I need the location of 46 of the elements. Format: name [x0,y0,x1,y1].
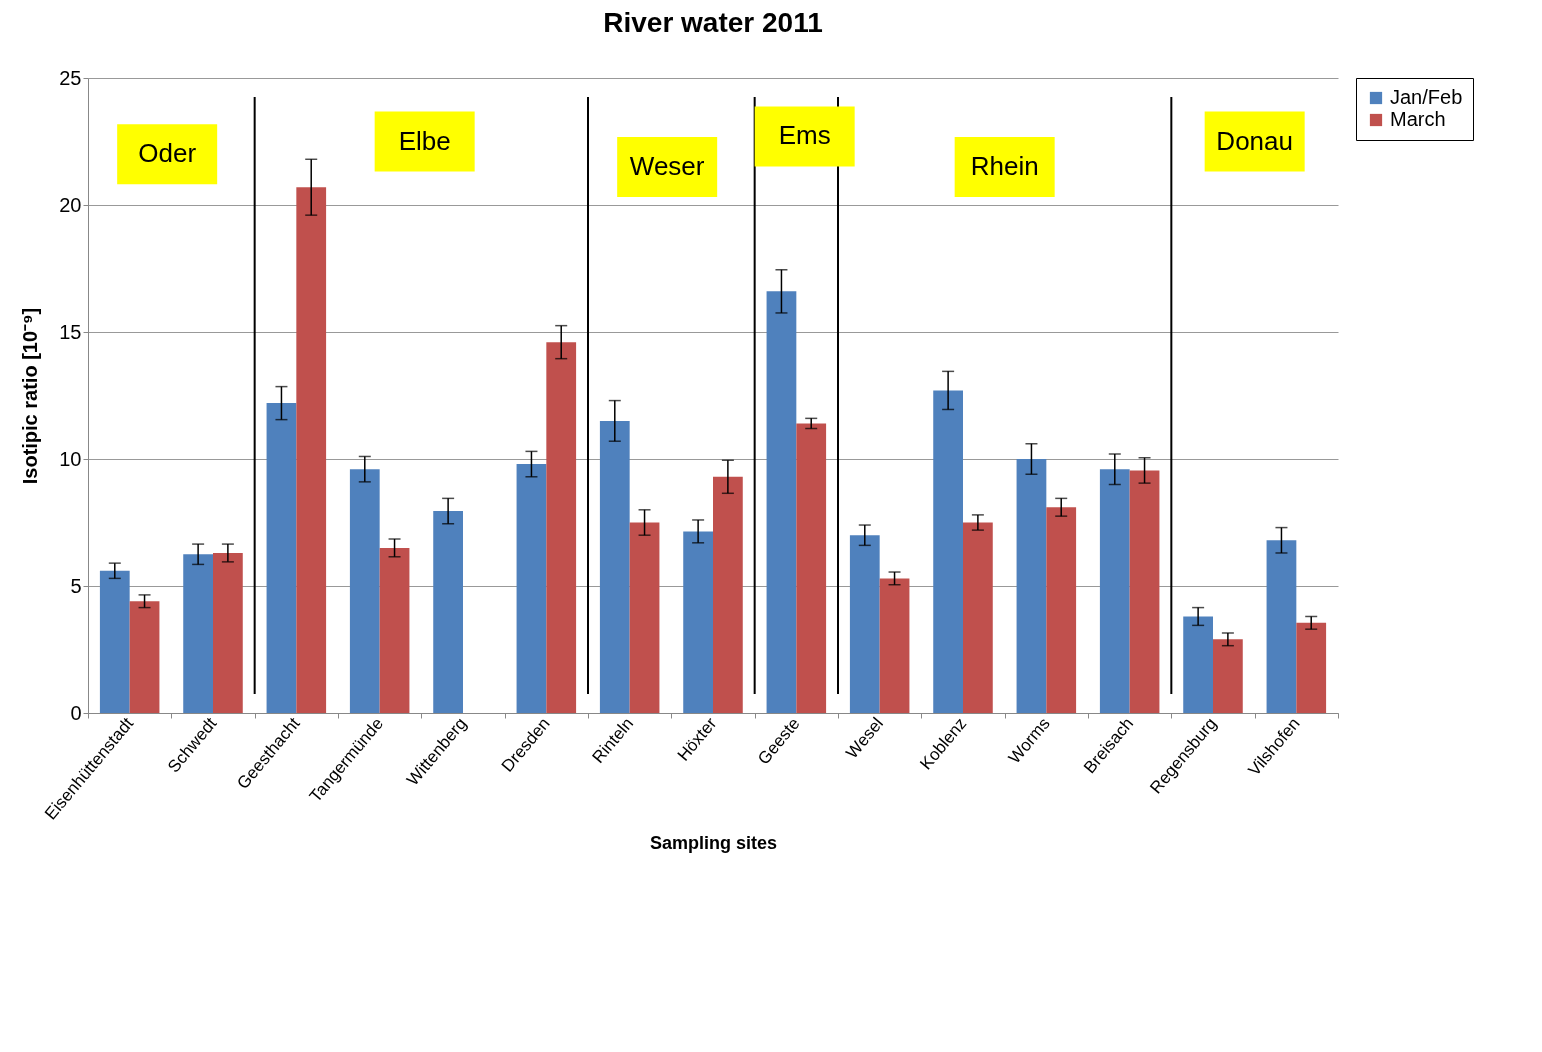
bar [879,578,910,713]
bar [546,342,577,713]
y-axis-title: Isotipic ratio [10⁻⁹] [19,307,42,485]
annotation: Ems [778,120,831,151]
y-tick-label: 20 [59,193,82,216]
bar [713,476,743,713]
bar [933,390,963,713]
annotation: Oder [138,138,197,169]
annotation: Donau [1216,125,1293,156]
bar [683,531,713,713]
bar [1129,470,1160,713]
bar [433,511,463,713]
bar [629,522,660,713]
bar [1296,622,1327,713]
y-tick-label: 0 [70,701,82,724]
legend-label: March [1390,108,1446,130]
annotation: Weser [629,150,705,181]
bar [1099,469,1130,713]
y-tick-label: 25 [59,66,82,89]
y-tick-label: 10 [59,447,82,470]
bar [183,554,213,713]
bar [129,601,160,713]
bar [1016,459,1047,713]
bar [1183,616,1213,713]
bar [796,423,827,713]
bar [379,547,410,713]
annotation: Elbe [398,125,451,156]
bar [599,420,630,713]
bar [99,570,130,713]
bar [349,469,380,713]
bar [963,522,993,713]
x-axis-title: Sampling sites [649,832,778,853]
bar [296,187,327,713]
legend-label: Jan/Feb [1390,86,1463,108]
bar [1266,540,1297,713]
bar [516,464,547,713]
bar [266,403,297,713]
bar [1213,639,1243,713]
bar [766,291,797,713]
bar [1046,507,1077,713]
y-tick-label: 15 [59,320,82,343]
annotation: Rhein [970,150,1039,181]
chart-title: River water 2011 [603,7,823,38]
bar [849,535,880,713]
bar [213,552,243,713]
y-tick-label: 5 [70,574,82,597]
